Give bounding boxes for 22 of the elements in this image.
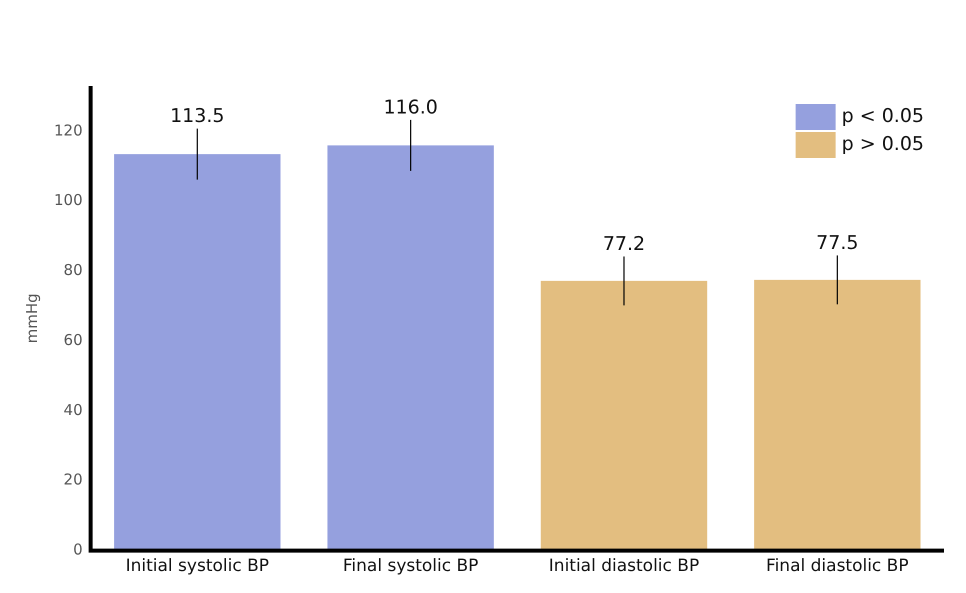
bar <box>114 154 281 551</box>
y-tick-label: 60 <box>64 330 83 349</box>
data-label: 116.0 <box>383 96 438 118</box>
y-tick-label: 20 <box>64 470 83 489</box>
legend-label: p > 0.05 <box>842 132 924 155</box>
legend-label: p < 0.05 <box>842 104 924 127</box>
y-axis-title: mmHg <box>22 293 41 344</box>
x-tick-label: Final systolic BP <box>342 556 478 576</box>
bar <box>327 145 494 551</box>
y-tick-label: 100 <box>54 191 83 210</box>
data-label: 77.2 <box>602 232 646 255</box>
x-tick-label: Initial systolic BP <box>126 556 270 576</box>
y-tick-label: 0 <box>73 540 83 558</box>
bar <box>754 280 921 551</box>
x-tick-label: Initial diastolic BP <box>548 556 700 576</box>
y-tick-label: 40 <box>64 400 83 419</box>
bar <box>540 280 708 551</box>
y-tick-label: 80 <box>64 261 83 280</box>
x-tick-label: Final diastolic BP <box>766 556 909 576</box>
data-label: 77.5 <box>816 232 858 254</box>
data-label: 113.5 <box>170 105 225 128</box>
y-tick-label: 120 <box>54 121 83 140</box>
